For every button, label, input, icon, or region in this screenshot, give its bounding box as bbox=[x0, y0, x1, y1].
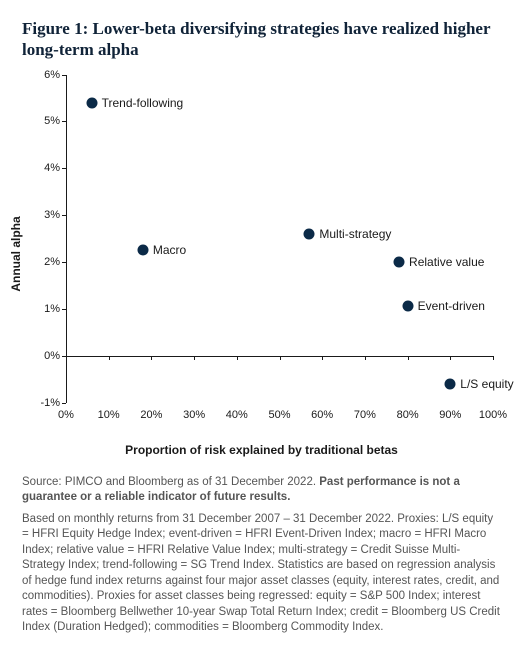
x-tick-label: 70% bbox=[354, 409, 376, 421]
data-point-label: Event-driven bbox=[418, 299, 485, 313]
y-tick-mark bbox=[62, 403, 66, 404]
plot-area: -1%0%1%2%3%4%5%6%0%10%20%30%40%50%60%70%… bbox=[66, 75, 493, 403]
x-tick-mark bbox=[408, 356, 409, 360]
y-tick-label: 6% bbox=[44, 69, 60, 81]
y-tick-label: 4% bbox=[44, 162, 60, 174]
y-tick-mark bbox=[62, 309, 66, 310]
x-tick-label: 100% bbox=[479, 409, 507, 421]
scatter-chart: Annual alpha -1%0%1%2%3%4%5%6%0%10%20%30… bbox=[22, 69, 501, 439]
figure-footer: Source: PIMCO and Bloomberg as of 31 Dec… bbox=[22, 475, 501, 636]
y-tick-mark bbox=[62, 121, 66, 122]
x-tick-mark bbox=[450, 356, 451, 360]
figure-title: Figure 1: Lower-beta diversifying strate… bbox=[22, 18, 501, 61]
data-point bbox=[402, 301, 413, 312]
x-tick-mark bbox=[322, 356, 323, 360]
x-tick-label: 20% bbox=[140, 409, 162, 421]
x-tick-label: 90% bbox=[439, 409, 461, 421]
data-point-label: Trend-following bbox=[102, 96, 184, 110]
y-axis-label: Annual alpha bbox=[9, 216, 23, 291]
y-tick-mark bbox=[62, 168, 66, 169]
data-point bbox=[304, 228, 315, 239]
y-tick-label: 3% bbox=[44, 209, 60, 221]
source-text: Source: PIMCO and Bloomberg as of 31 Dec… bbox=[22, 476, 319, 488]
x-tick-label: 50% bbox=[268, 409, 290, 421]
y-tick-label: 2% bbox=[44, 256, 60, 268]
y-tick-label: 1% bbox=[44, 303, 60, 315]
figure-container: Figure 1: Lower-beta diversifying strate… bbox=[0, 0, 523, 654]
data-point bbox=[137, 245, 148, 256]
x-tick-mark bbox=[109, 356, 110, 360]
data-point-label: Relative value bbox=[409, 255, 484, 269]
x-tick-mark bbox=[365, 356, 366, 360]
x-tick-label: 60% bbox=[311, 409, 333, 421]
x-tick-label: 80% bbox=[397, 409, 419, 421]
x-tick-label: 0% bbox=[58, 409, 74, 421]
x-tick-mark bbox=[151, 356, 152, 360]
y-tick-mark bbox=[62, 75, 66, 76]
x-tick-mark bbox=[280, 356, 281, 360]
x-tick-mark bbox=[194, 356, 195, 360]
data-point-label: Multi-strategy bbox=[319, 227, 391, 241]
y-axis-line bbox=[66, 75, 67, 403]
y-tick-label: 0% bbox=[44, 350, 60, 362]
data-point bbox=[394, 256, 405, 267]
x-tick-mark bbox=[493, 356, 494, 360]
x-tick-mark bbox=[237, 356, 238, 360]
x-tick-label: 40% bbox=[226, 409, 248, 421]
data-point bbox=[86, 97, 97, 108]
y-tick-mark bbox=[62, 262, 66, 263]
notes-text: Based on monthly returns from 31 Decembe… bbox=[22, 512, 501, 636]
y-tick-label: 5% bbox=[44, 115, 60, 127]
data-point-label: Macro bbox=[153, 243, 186, 257]
y-tick-mark bbox=[62, 215, 66, 216]
data-point bbox=[445, 378, 456, 389]
x-tick-label: 30% bbox=[183, 409, 205, 421]
data-point-label: L/S equity bbox=[460, 377, 513, 391]
x-axis-label: Proportion of risk explained by traditio… bbox=[22, 443, 501, 457]
y-tick-label: -1% bbox=[40, 397, 60, 409]
x-tick-label: 10% bbox=[98, 409, 120, 421]
x-tick-mark bbox=[66, 356, 67, 360]
source-line: Source: PIMCO and Bloomberg as of 31 Dec… bbox=[22, 475, 501, 506]
